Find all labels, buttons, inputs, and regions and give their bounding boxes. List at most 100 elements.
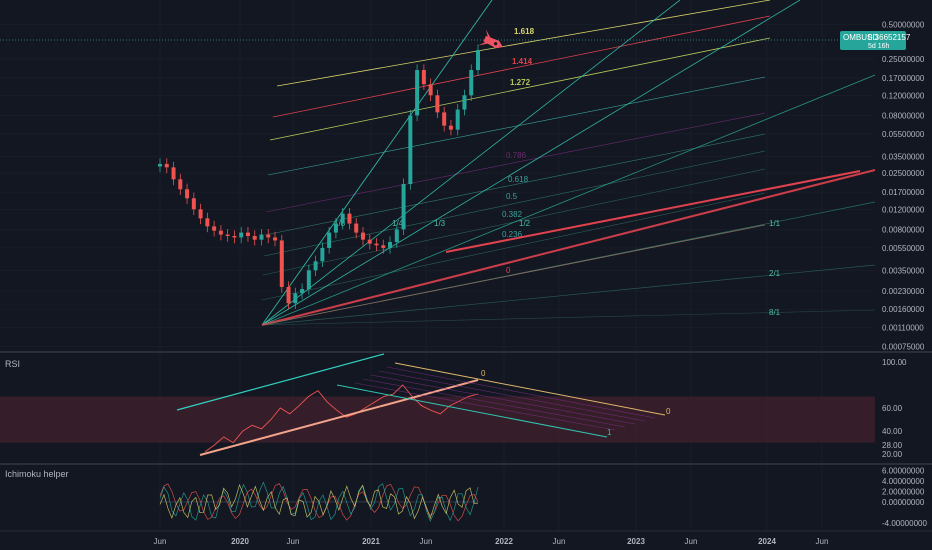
candle-body[interactable] [185,189,190,199]
candle-body[interactable] [469,70,474,96]
rsi-line[interactable] [204,384,479,453]
time-tick-label: Jun [816,537,829,546]
candle-body[interactable] [300,288,305,294]
candle-body[interactable] [171,167,176,180]
fib-channel-line[interactable] [263,150,766,257]
price-axes[interactable]: 0.50000000 0.25000000 0.17000000 0.12000000… [882,21,925,352]
candle-body[interactable] [421,70,426,85]
candle-body[interactable] [279,240,284,287]
fib-level-label: 0.236 [502,230,523,239]
gann-fan-line[interactable] [261,0,681,326]
fib-channel-line[interactable] [276,0,771,87]
candle-body[interactable] [428,84,433,96]
gann-label: 1/4 [392,219,404,228]
candle-body[interactable] [462,95,467,110]
candle-body[interactable] [476,49,480,71]
candle-body[interactable] [158,163,162,167]
time-tick-label: 2024 [758,537,776,546]
ichimoku-series-line[interactable] [159,483,479,520]
candles-layer[interactable] [0,39,840,310]
rsi-band [0,396,875,443]
candle-body[interactable] [408,115,413,185]
candle-body[interactable] [374,243,379,246]
gann-fan-line[interactable] [261,0,801,326]
candle-body[interactable] [225,234,230,236]
candle-body[interactable] [205,218,210,227]
candle-body[interactable] [435,95,440,113]
rsi-fib-line[interactable] [362,378,626,428]
candle-body[interactable] [164,163,169,168]
fib-zero-line[interactable] [261,224,766,326]
rsi-trendline-support[interactable] [199,379,479,456]
rsi-fib-line[interactable] [386,366,656,419]
candle-body[interactable] [333,223,338,233]
time-axis[interactable]: Jun 2020 Jun 2021 Jun 2022 Jun 2023 Jun 2024 Jun [154,537,829,546]
candle-body[interactable] [415,70,420,116]
price-label-countdown: 5d 16h [868,43,890,50]
candle-body[interactable] [381,245,386,248]
candle-body[interactable] [232,236,237,238]
candle-body[interactable] [448,125,453,130]
fib-channel-line[interactable] [261,192,766,301]
candle-body[interactable] [360,232,365,240]
ichimoku-title: Ichimoku helper [5,469,69,479]
candle-body[interactable] [455,109,460,130]
trendline-red-bold[interactable] [445,170,861,253]
candle-body[interactable] [442,112,447,126]
candle-body[interactable] [178,179,183,190]
gann-fan-line[interactable] [261,264,876,326]
candle-body[interactable] [401,184,406,230]
rsi-fib-line[interactable] [378,370,646,422]
rsi-channel-upper[interactable] [394,362,666,416]
candle-body[interactable] [306,270,311,289]
rsi-channel-label: 0 [666,407,671,416]
fib-channel-line[interactable] [269,37,771,141]
candle-body[interactable] [367,239,372,244]
fib-channel-line[interactable] [272,15,771,118]
candle-body[interactable] [394,229,399,243]
trendline-red[interactable] [261,169,876,326]
price-tick-label: 0.00160000 [882,305,925,314]
candle-body[interactable] [259,234,264,240]
ichimoku-tick-label: 0.00000000 [882,498,925,507]
gann-fan-line[interactable] [261,309,876,326]
gann-fan-line[interactable] [261,74,876,326]
candle-body[interactable] [327,232,332,248]
candle-body[interactable] [320,247,325,262]
fib-channel-line[interactable] [265,112,766,213]
candle-body[interactable] [198,209,203,219]
candle-body[interactable] [252,236,257,240]
candle-body[interactable] [388,242,393,248]
rsi-fib-line[interactable] [354,382,616,431]
candle-body[interactable] [293,293,298,304]
candle-body[interactable] [354,223,359,233]
price-tick-label: 0.50000000 [882,21,925,30]
candle-body[interactable] [340,213,345,224]
candle-body[interactable] [266,234,271,238]
candle-body[interactable] [313,261,318,271]
candle-body[interactable] [218,230,223,235]
rsi-fib-line[interactable] [370,374,636,425]
price-label-box [840,31,906,50]
price-tick-label: 0.01200000 [882,205,925,214]
candle-body[interactable] [347,213,352,224]
candle-body[interactable] [273,237,278,241]
candle-body[interactable] [239,232,244,238]
fib-channel-line[interactable] [267,76,766,176]
rsi-channel-label: 0 [481,369,486,378]
drawings-layer[interactable]: 1.618 1.414 1.272 0.786 0.618 0.5 0.382 0.236 0 1… [261,0,876,326]
gann-fan-line[interactable] [261,0,493,326]
candle-body[interactable] [212,226,217,231]
candle-body[interactable] [286,286,291,304]
time-tick-label: Jun [685,537,698,546]
candle-body[interactable] [245,232,250,236]
ichimoku-tick-label: 2.00000000 [882,487,925,496]
rsi-tick-label: 28.00 [882,441,903,450]
candle-body[interactable] [191,198,196,210]
rsi-channel-lower[interactable] [336,384,608,438]
rsi-channel-top[interactable] [176,353,385,411]
